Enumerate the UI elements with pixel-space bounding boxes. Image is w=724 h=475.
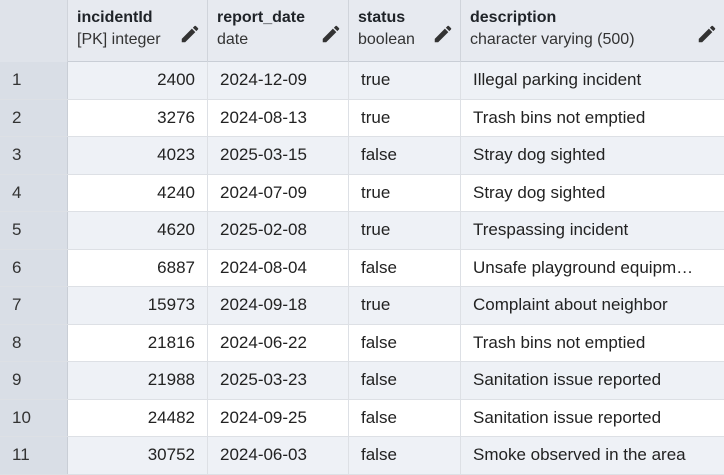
cell-report-date[interactable]: 2025-03-15 [208, 137, 349, 174]
cell-status[interactable]: false [349, 399, 461, 436]
cell-description[interactable]: Stray dog sighted [473, 182, 606, 202]
cell-status[interactable]: false [349, 137, 461, 174]
table-row[interactable]: 4 4240 2024-07-09 true Stray dog sighted [0, 174, 724, 212]
cell-report-date[interactable]: 2024-12-09 [208, 62, 349, 99]
table-row[interactable]: 9 21988 2025-03-23 false Sanitation issu… [0, 362, 724, 400]
row-number[interactable]: 3 [0, 137, 68, 174]
table-row[interactable]: 10 24482 2024-09-25 false Sanitation iss… [0, 399, 724, 437]
cell-status[interactable]: true [349, 99, 461, 136]
cell-report-date[interactable]: 2025-03-23 [208, 362, 349, 399]
column-type: character varying (500) [470, 31, 635, 48]
cell-description[interactable]: Complaint about neighbor [473, 295, 668, 314]
table-row[interactable]: 3 4023 2025-03-15 false Stray dog sighte… [0, 137, 724, 175]
row-number[interactable]: 1 [0, 62, 68, 99]
cell-report-date[interactable]: 2024-08-13 [208, 99, 349, 136]
pencil-icon[interactable] [696, 23, 718, 45]
cell-incidentid[interactable]: 24482 [68, 399, 208, 436]
cell-description[interactable]: Illegal parking incident [473, 70, 642, 89]
cell-incidentid[interactable]: 30752 [68, 437, 208, 474]
cell-status[interactable]: true [349, 174, 461, 211]
table-row[interactable]: 8 21816 2024-06-22 false Trash bins not … [0, 324, 724, 362]
row-number[interactable]: 4 [0, 174, 68, 211]
cell-incidentid[interactable]: 4023 [68, 137, 208, 174]
row-number[interactable]: 2 [0, 99, 68, 136]
cell-status[interactable]: false [349, 362, 461, 399]
cell-description[interactable]: Trash bins not emptied [473, 107, 646, 127]
row-number[interactable]: 6 [0, 249, 68, 286]
column-name: incidentId [77, 9, 153, 26]
row-number[interactable]: 11 [0, 437, 68, 474]
cell-incidentid[interactable]: 4240 [68, 174, 208, 211]
column-name: status [358, 9, 406, 26]
column-header-incidentid[interactable]: incidentId [PK] integer [68, 0, 208, 62]
cell-status[interactable]: true [349, 212, 461, 249]
cell-description[interactable]: Unsafe playground equipm… [473, 257, 694, 277]
cell-status[interactable]: false [349, 324, 461, 361]
table-row[interactable]: 11 30752 2024-06-03 false Smoke observed… [0, 437, 724, 475]
table-row[interactable]: 6 6887 2024-08-04 false Unsafe playgroun… [0, 249, 724, 287]
row-number[interactable]: 9 [0, 362, 68, 399]
column-type: date [217, 31, 249, 48]
row-number[interactable]: 8 [0, 324, 68, 361]
cell-incidentid[interactable]: 4620 [68, 212, 208, 249]
column-type: boolean [358, 31, 415, 48]
cell-description[interactable]: Stray dog sighted [473, 145, 606, 164]
row-number-header [0, 0, 68, 62]
cell-description[interactable]: Sanitation issue reported [473, 407, 662, 427]
cell-incidentid[interactable]: 15973 [68, 287, 208, 324]
cell-report-date[interactable]: 2024-06-03 [208, 437, 349, 474]
cell-description[interactable]: Smoke observed in the area [473, 445, 686, 464]
cell-report-date[interactable]: 2024-09-18 [208, 287, 349, 324]
column-header-description[interactable]: description character varying (500) [461, 0, 724, 62]
column-name: report_date [217, 9, 306, 26]
cell-status[interactable]: false [349, 437, 461, 474]
cell-description[interactable]: Sanitation issue reported [473, 370, 662, 389]
cell-report-date[interactable]: 2024-06-22 [208, 324, 349, 361]
cell-report-date[interactable]: 2024-09-25 [208, 399, 349, 436]
cell-incidentid[interactable]: 3276 [68, 99, 208, 136]
pencil-icon[interactable] [432, 23, 454, 45]
grid-body: 1 2400 2024-12-09 true Illegal parking i… [0, 62, 724, 475]
table-row[interactable]: 7 15973 2024-09-18 true Complaint about … [0, 287, 724, 325]
table-row[interactable]: 2 3276 2024-08-13 true Trash bins not em… [0, 99, 724, 137]
cell-incidentid[interactable]: 6887 [68, 249, 208, 286]
row-number[interactable]: 5 [0, 212, 68, 249]
table-row[interactable]: 5 4620 2025-02-08 true Trespassing incid… [0, 212, 724, 250]
cell-report-date[interactable]: 2024-08-04 [208, 249, 349, 286]
cell-report-date[interactable]: 2025-02-08 [208, 212, 349, 249]
cell-status[interactable]: true [349, 287, 461, 324]
pencil-icon[interactable] [179, 23, 201, 45]
cell-incidentid[interactable]: 2400 [68, 62, 208, 99]
cell-status[interactable]: true [349, 62, 461, 99]
row-number[interactable]: 10 [0, 399, 68, 436]
cell-description[interactable]: Trash bins not emptied [473, 332, 646, 352]
row-number[interactable]: 7 [0, 287, 68, 324]
pencil-icon[interactable] [320, 23, 342, 45]
cell-incidentid[interactable]: 21816 [68, 324, 208, 361]
column-type: [PK] integer [77, 31, 161, 48]
cell-status[interactable]: false [349, 249, 461, 286]
cell-incidentid[interactable]: 21988 [68, 362, 208, 399]
column-header-status[interactable]: status boolean [349, 0, 461, 62]
cell-description[interactable]: Trespassing incident [473, 220, 629, 239]
table-row[interactable]: 1 2400 2024-12-09 true Illegal parking i… [0, 62, 724, 100]
grid-header: incidentId [PK] integer report_date date… [0, 0, 724, 62]
column-name: description [470, 9, 557, 26]
cell-report-date[interactable]: 2024-07-09 [208, 174, 349, 211]
column-header-report-date[interactable]: report_date date [208, 0, 349, 62]
